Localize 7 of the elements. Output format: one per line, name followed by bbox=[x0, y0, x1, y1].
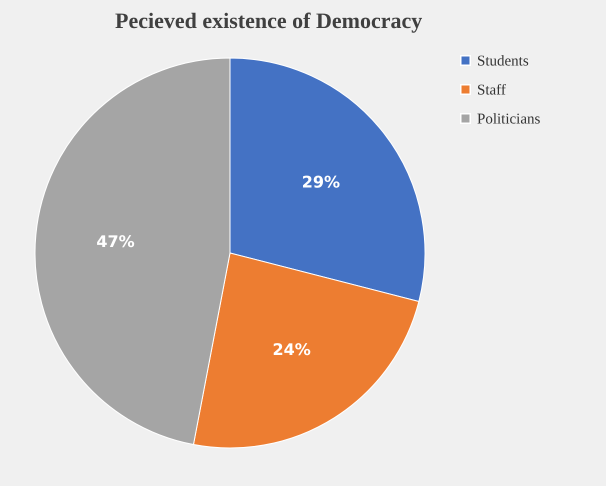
legend-label: Students bbox=[477, 54, 529, 70]
chart-title: Pecieved existence of Democracy bbox=[115, 8, 422, 33]
legend-label: Politicians bbox=[477, 112, 540, 128]
data-label: 29% bbox=[302, 172, 340, 192]
data-label: 24% bbox=[272, 340, 311, 360]
data-label: 47% bbox=[96, 232, 135, 252]
legend-label: Staff bbox=[477, 82, 506, 98]
